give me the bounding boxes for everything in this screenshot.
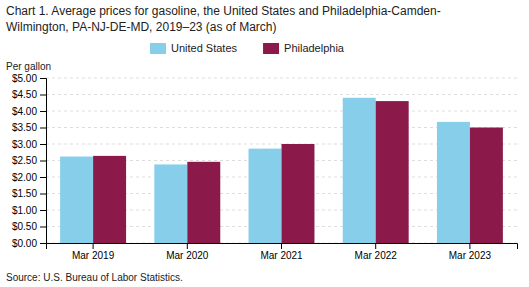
tick-label: $1.00 <box>12 205 37 216</box>
legend: United States Philadelphia <box>150 42 345 54</box>
tick-mark <box>40 128 46 129</box>
tick: $2.00 <box>12 172 46 183</box>
tick: $3.50 <box>12 122 46 133</box>
legend-swatch <box>263 43 279 54</box>
bar <box>343 98 376 243</box>
tick-label: $2.00 <box>12 172 37 183</box>
tick-label: $5.00 <box>12 73 37 84</box>
tick: $4.00 <box>12 106 46 117</box>
series <box>60 98 470 243</box>
tick-mark <box>375 243 376 249</box>
tick: $2.50 <box>12 155 46 166</box>
bar <box>437 122 470 243</box>
bar <box>60 157 93 243</box>
chart: Chart 1. Average prices for gasoline, th… <box>0 0 529 287</box>
tick: $1.00 <box>12 205 46 216</box>
bar <box>93 156 126 243</box>
tick-label: $3.00 <box>12 139 37 150</box>
tick: Mar 2022 <box>355 243 398 261</box>
legend-item: Philadelphia <box>263 42 345 54</box>
axis-line <box>47 244 518 250</box>
grid <box>46 78 517 243</box>
tick-label: $3.50 <box>12 122 37 133</box>
tick-label: Mar 2021 <box>260 250 303 261</box>
bar <box>376 101 409 243</box>
bar <box>470 128 503 244</box>
tick-label: $0.50 <box>12 221 37 232</box>
tick-label: Mar 2020 <box>166 250 209 261</box>
tick-mark <box>40 227 46 228</box>
tick: $1.50 <box>12 188 46 199</box>
title: Chart 1. Average prices for gasoline, th… <box>6 4 441 18</box>
tick: $5.00 <box>12 73 46 84</box>
tick-label: $0.00 <box>12 238 37 249</box>
tick: Mar 2020 <box>166 243 209 261</box>
legend-swatch <box>150 43 166 54</box>
source: Source: U.S. Bureau of Labor Statistics. <box>6 272 183 283</box>
tick-mark <box>40 78 46 79</box>
tick: Mar 2023 <box>449 243 492 261</box>
tick-mark <box>93 243 94 249</box>
plot: $0.00 $0.50 $1.00 $1.50 $2.00 $2.50 $3.00 $3.50… <box>12 73 518 261</box>
y-axis: $0.00 $0.50 $1.00 $1.50 $2.00 $2.50 $3.00 $3.50… <box>12 73 47 249</box>
bar <box>154 164 187 243</box>
tick: $3.00 <box>12 139 46 150</box>
tick-mark <box>40 111 46 112</box>
tick-label: $4.00 <box>12 106 37 117</box>
tick-mark <box>40 210 46 211</box>
tick-label: Mar 2023 <box>449 250 492 261</box>
tick-mark <box>40 161 46 162</box>
axis-label: Per gallon <box>6 61 51 72</box>
bar <box>282 144 315 243</box>
series <box>93 101 503 243</box>
legend-item: United States <box>150 42 238 54</box>
bar <box>187 162 220 243</box>
tick-mark <box>187 243 188 249</box>
tick: Mar 2021 <box>260 243 303 261</box>
tick-label: Mar 2022 <box>355 250 398 261</box>
tick: $4.50 <box>12 89 46 100</box>
legend-label: United States <box>171 42 238 54</box>
grid-line <box>46 94 517 95</box>
tick-mark <box>40 95 46 96</box>
axis-line <box>40 79 47 244</box>
tick-label: $1.50 <box>12 188 37 199</box>
tick-label: $4.50 <box>12 89 37 100</box>
tick-mark <box>40 144 46 145</box>
x-axis: Mar 2019 Mar 2020 Mar 2021 Mar 2022 Mar 2023 <box>47 243 518 261</box>
bar <box>249 149 282 243</box>
tick: $0.00 <box>12 238 46 249</box>
tick: Mar 2019 <box>72 243 115 261</box>
tick-mark <box>40 194 46 195</box>
tick-mark <box>469 243 470 249</box>
grid-line <box>46 78 517 79</box>
tick-mark <box>281 243 282 249</box>
tick-mark <box>40 177 46 178</box>
tick: $0.50 <box>12 221 46 232</box>
tick-label: $2.50 <box>12 155 37 166</box>
grid-line <box>46 111 517 112</box>
title: Wilmington, PA-NJ-DE-MD, 2019–23 (as of … <box>6 20 277 34</box>
tick-mark <box>40 243 46 244</box>
bars <box>60 98 503 243</box>
legend-label: Philadelphia <box>284 42 345 54</box>
tick-label: Mar 2019 <box>72 250 115 261</box>
